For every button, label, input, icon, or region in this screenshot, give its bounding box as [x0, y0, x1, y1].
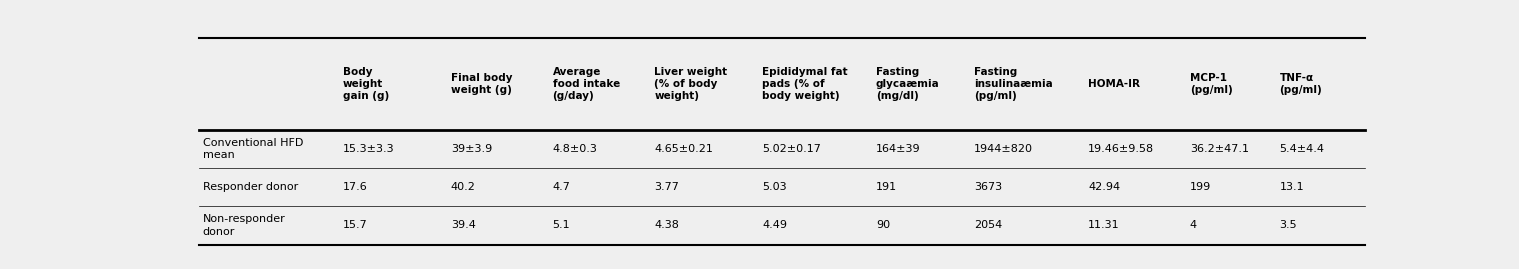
Text: 1944±820: 1944±820 — [974, 144, 1033, 154]
Text: 5.4±4.4: 5.4±4.4 — [1279, 144, 1325, 154]
Text: 13.1: 13.1 — [1279, 182, 1305, 192]
Text: Responder donor: Responder donor — [204, 182, 298, 192]
Text: Conventional HFD
mean: Conventional HFD mean — [204, 137, 304, 160]
Text: 19.46±9.58: 19.46±9.58 — [1088, 144, 1154, 154]
Text: 2054: 2054 — [974, 220, 1003, 231]
Text: 39.4: 39.4 — [451, 220, 475, 231]
Text: 42.94: 42.94 — [1088, 182, 1120, 192]
Text: 36.2±47.1: 36.2±47.1 — [1189, 144, 1249, 154]
Text: Liver weight
(% of body
weight): Liver weight (% of body weight) — [655, 67, 728, 101]
Text: 15.3±3.3: 15.3±3.3 — [343, 144, 395, 154]
Text: 3673: 3673 — [974, 182, 1003, 192]
Text: 199: 199 — [1189, 182, 1211, 192]
Text: 90: 90 — [876, 220, 890, 231]
Text: 4.7: 4.7 — [553, 182, 571, 192]
Text: 5.03: 5.03 — [763, 182, 787, 192]
Text: 3.5: 3.5 — [1279, 220, 1297, 231]
Text: 191: 191 — [876, 182, 898, 192]
Text: 11.31: 11.31 — [1088, 220, 1120, 231]
Text: 4: 4 — [1189, 220, 1197, 231]
Text: 5.1: 5.1 — [553, 220, 570, 231]
Text: MCP-1
(pg/ml): MCP-1 (pg/ml) — [1189, 73, 1232, 95]
Text: 15.7: 15.7 — [343, 220, 368, 231]
Text: 17.6: 17.6 — [343, 182, 368, 192]
Text: Non-responder
donor: Non-responder donor — [204, 214, 286, 237]
Text: 5.02±0.17: 5.02±0.17 — [763, 144, 822, 154]
Text: 3.77: 3.77 — [655, 182, 679, 192]
Text: 40.2: 40.2 — [451, 182, 475, 192]
Text: TNF-α
(pg/ml): TNF-α (pg/ml) — [1279, 73, 1323, 95]
Text: 4.8±0.3: 4.8±0.3 — [553, 144, 597, 154]
Text: Fasting
glycaæmia
(mg/dl): Fasting glycaæmia (mg/dl) — [876, 67, 940, 101]
Text: Average
food intake
(g/day): Average food intake (g/day) — [553, 67, 620, 101]
Text: 4.49: 4.49 — [763, 220, 787, 231]
Text: 4.38: 4.38 — [655, 220, 679, 231]
Text: 4.65±0.21: 4.65±0.21 — [655, 144, 714, 154]
Text: Epididymal fat
pads (% of
body weight): Epididymal fat pads (% of body weight) — [763, 67, 848, 101]
Text: Body
weight
gain (g): Body weight gain (g) — [343, 67, 389, 101]
Text: Final body
weight (g): Final body weight (g) — [451, 73, 512, 95]
Text: HOMA-IR: HOMA-IR — [1088, 79, 1139, 89]
Text: Fasting
insulinаæmia
(pg/ml): Fasting insulinаæmia (pg/ml) — [974, 67, 1053, 101]
Text: 39±3.9: 39±3.9 — [451, 144, 492, 154]
Text: 164±39: 164±39 — [876, 144, 921, 154]
